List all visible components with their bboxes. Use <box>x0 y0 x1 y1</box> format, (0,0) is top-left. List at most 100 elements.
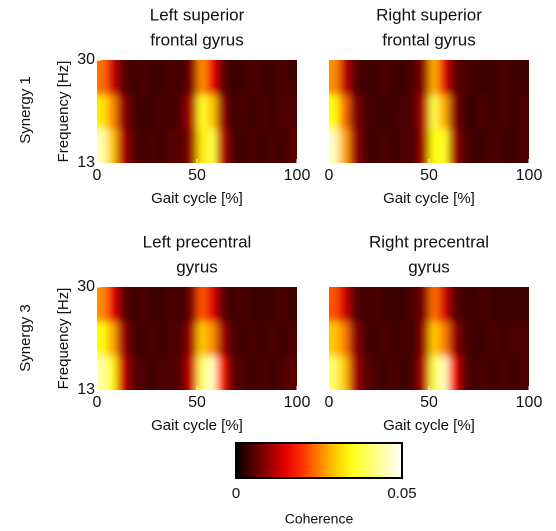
row-label: Synergy 1 <box>17 76 34 144</box>
heatmap-cell <box>509 128 520 163</box>
x-tick-label: 0 <box>325 167 334 184</box>
heatmap-cell <box>227 60 238 95</box>
heatmap-cell <box>419 128 430 163</box>
heatmap-cell <box>349 287 360 322</box>
heatmap-cell <box>489 128 500 163</box>
heatmap-cell <box>469 355 480 390</box>
heatmap-cell <box>217 128 228 163</box>
panel-title: frontal gyrus <box>382 30 476 49</box>
heatmap-cell <box>429 60 440 95</box>
heatmap-cell <box>97 60 108 95</box>
heatmap-cell <box>207 94 218 130</box>
heatmap-cell <box>439 94 450 130</box>
heatmap-cell <box>277 287 288 322</box>
heatmap-cell <box>167 287 178 322</box>
heatmap-cell <box>469 321 480 357</box>
heatmap-cell <box>237 355 248 390</box>
heatmap-cell <box>267 321 278 357</box>
heatmap-cell <box>277 60 288 95</box>
heatmap-cell <box>127 321 138 357</box>
heatmap-cell <box>469 94 480 130</box>
heatmap-cell <box>287 94 297 130</box>
heatmap-cell <box>369 287 380 322</box>
x-tick-label: 0 <box>325 394 334 411</box>
x-axis-label: Gait cycle [%] <box>151 417 243 434</box>
heatmap-cell <box>329 355 340 390</box>
x-tick-label: 100 <box>516 167 543 184</box>
heatmap-cell <box>157 128 168 163</box>
heatmap-cell <box>157 60 168 95</box>
heatmap-cell <box>117 60 128 95</box>
heatmap-cell <box>257 94 268 130</box>
x-tick-label: 50 <box>420 394 438 411</box>
x-tick-label: 100 <box>516 394 543 411</box>
heatmap-cell <box>399 60 410 95</box>
heatmap-cell <box>197 355 208 390</box>
heatmap-cell <box>499 287 510 322</box>
heatmap-cell <box>257 287 268 322</box>
heatmap-cell <box>137 94 148 130</box>
x-tick-label: 0 <box>93 167 102 184</box>
heatmap-cell <box>369 355 380 390</box>
x-tick-label: 100 <box>284 394 311 411</box>
heatmap-cell <box>267 355 278 390</box>
heatmap-cell <box>217 287 228 322</box>
heatmap-cell <box>237 287 248 322</box>
heatmap-cell <box>137 321 148 357</box>
heatmap-cell <box>167 128 178 163</box>
heatmap-cell <box>287 355 297 390</box>
heatmap-cell <box>479 128 490 163</box>
heatmap-cell <box>177 128 188 163</box>
heatmap-cell <box>207 287 218 322</box>
heatmap-cell <box>277 128 288 163</box>
heatmap-cell <box>217 60 228 95</box>
heatmap-cell <box>459 128 470 163</box>
heatmap-cell <box>339 355 350 390</box>
heatmap-cell <box>197 128 208 163</box>
colorbar-tick-label: 0.05 <box>387 485 416 502</box>
heatmap-cell <box>409 287 420 322</box>
heatmap-cell <box>359 321 370 357</box>
heatmap-cell <box>187 128 198 163</box>
heatmap-cell <box>147 60 158 95</box>
heatmap-cell <box>479 94 490 130</box>
heatmap-cell <box>127 287 138 322</box>
heatmap-cell <box>379 94 390 130</box>
heatmap-cell <box>519 321 529 357</box>
heatmap-cell <box>449 321 460 357</box>
heatmap-cell <box>147 355 158 390</box>
heatmap-cell <box>177 321 188 357</box>
panel-title: gyrus <box>176 257 218 276</box>
heatmap-cell <box>197 94 208 130</box>
heatmap-cell <box>349 60 360 95</box>
heatmap-cell <box>127 355 138 390</box>
colorbar-label: Coherence <box>285 511 354 527</box>
heatmap-cell <box>339 128 350 163</box>
heatmap-cell <box>509 321 520 357</box>
heatmap-cell <box>519 60 529 95</box>
heatmap-cell <box>499 355 510 390</box>
heatmap-cell <box>127 94 138 130</box>
heatmap-cell <box>107 287 118 322</box>
heatmap-cell <box>187 94 198 130</box>
heatmap-cell <box>267 94 278 130</box>
heatmap-cells <box>97 60 297 163</box>
heatmap-cell <box>217 321 228 357</box>
heatmap-cell <box>479 287 490 322</box>
heatmap-cell <box>107 321 118 357</box>
heatmap-cell <box>287 287 297 322</box>
x-axis-label: Gait cycle [%] <box>383 417 475 434</box>
heatmap-cell <box>97 321 108 357</box>
heatmap-cell <box>519 128 529 163</box>
heatmap-cell <box>147 321 158 357</box>
heatmap-cell <box>419 287 430 322</box>
heatmap-cell <box>127 60 138 95</box>
heatmap-cell <box>127 128 138 163</box>
row-label: Synergy 3 <box>17 304 34 372</box>
heatmap-cell <box>117 321 128 357</box>
heatmap-cell <box>147 128 158 163</box>
colorbar <box>235 442 403 479</box>
heatmap-cell <box>207 128 218 163</box>
heatmap-cell <box>147 287 158 322</box>
heatmap-cell <box>207 321 218 357</box>
